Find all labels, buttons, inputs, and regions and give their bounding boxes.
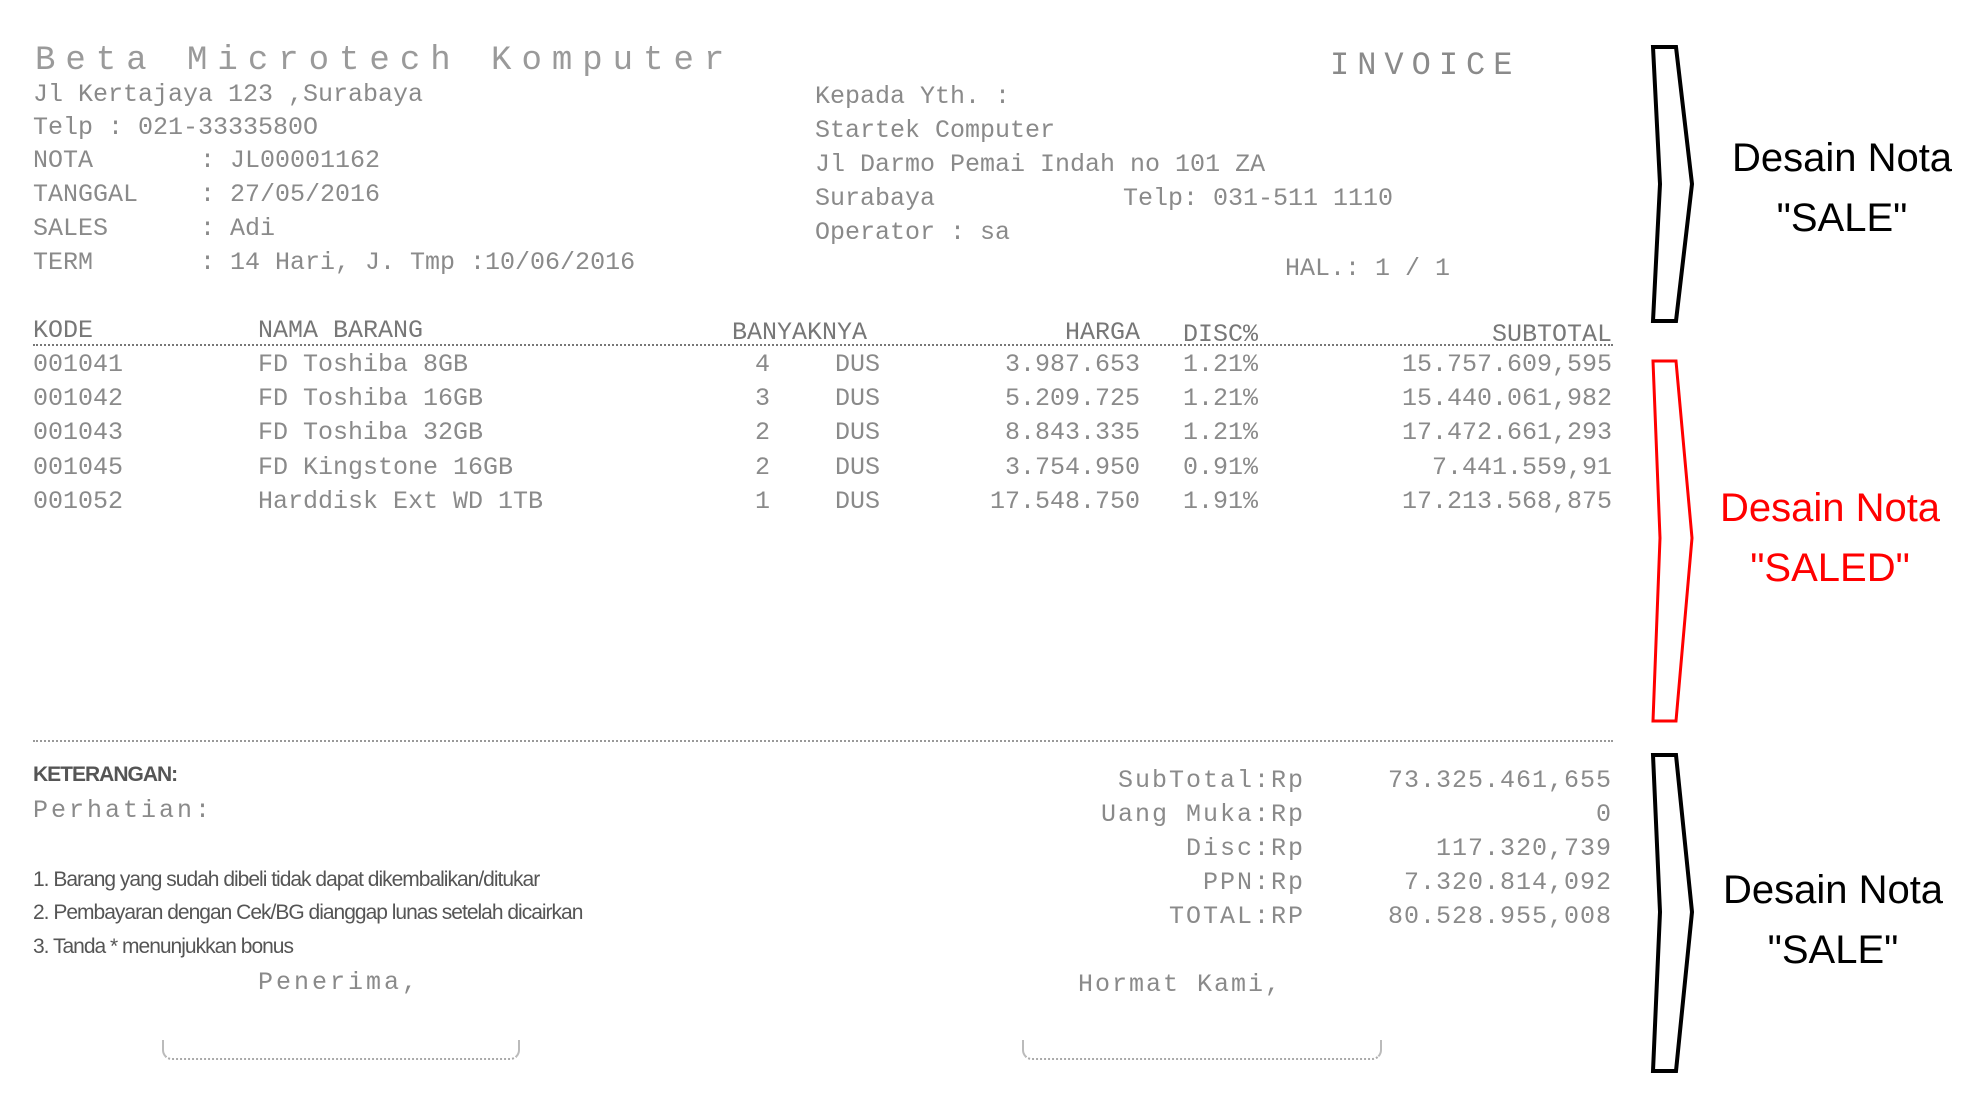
row-kode: 001052 — [33, 487, 124, 516]
info-value: : 27/05/2016 — [200, 180, 381, 209]
total-value: 0 — [1595, 800, 1612, 829]
row-qty: 2 — [754, 453, 770, 482]
info-label: TERM — [33, 248, 94, 277]
recipient-address: Jl Darmo Pemai Indah no 101 ZA — [815, 150, 1266, 179]
row-qty: 4 — [754, 350, 770, 379]
row-kode: 001041 — [33, 350, 124, 379]
total-label: SubTotal:Rp — [1117, 766, 1305, 795]
total-label: PPN:Rp — [1202, 868, 1305, 897]
total-value: 80.528.955,008 — [1387, 902, 1612, 931]
row-subtotal: 15.440.061,982 — [1401, 384, 1612, 413]
header-divider — [33, 344, 1613, 346]
company-address: Jl Kertajaya 123 ,Surabaya — [33, 80, 424, 109]
row-nama: Harddisk Ext WD 1TB — [258, 487, 544, 516]
col-header-nama: NAMA BARANG — [258, 316, 424, 345]
row-disc: 1.91% — [1183, 487, 1259, 516]
annotation-line2: "SALED" — [1750, 546, 1910, 590]
row-unit: DUS — [835, 384, 881, 413]
row-harga: 8.843.335 — [1004, 418, 1140, 447]
bracket-icon — [1650, 753, 1695, 1073]
row-harga: 5.209.725 — [1004, 384, 1140, 413]
page-number: HAL.: 1 / 1 — [1285, 254, 1451, 283]
row-nama: FD Toshiba 32GB — [258, 418, 484, 447]
row-subtotal: 17.213.568,875 — [1401, 487, 1612, 516]
col-header-subtotal: SUBTOTAL — [1491, 320, 1612, 349]
note-item: 3. Tanda * menunjukkan bonus — [33, 935, 294, 958]
sender-signature-line — [1022, 1040, 1382, 1060]
row-harga: 3.987.653 — [1004, 350, 1140, 379]
operator: Operator : sa — [815, 218, 1011, 247]
row-nama: FD Toshiba 8GB — [258, 350, 469, 379]
receiver-signature-line — [162, 1040, 520, 1060]
row-harga: 17.548.750 — [989, 487, 1140, 516]
perhatian-label: Perhatian: — [33, 796, 214, 825]
total-label: TOTAL:RP — [1168, 902, 1305, 931]
recipient-phone: Telp: 031-511 1110 — [1123, 184, 1394, 213]
annotation-line1: Desain Nota — [1731, 136, 1953, 180]
recipient-heading: Kepada Yth. : — [815, 82, 1011, 111]
annotation-label-top: Desain Nota "SALE" — [1712, 128, 1972, 248]
company-name: Beta Microtech Komputer — [35, 42, 735, 80]
row-unit: DUS — [835, 487, 881, 516]
row-nama: FD Toshiba 16GB — [258, 384, 484, 413]
company-phone: Telp : 021-3333580O — [33, 113, 319, 142]
annotation-line1: Desain Nota — [1719, 486, 1941, 530]
bracket-icon — [1651, 359, 1694, 723]
col-header-disc: DISC% — [1183, 320, 1259, 349]
row-unit: DUS — [835, 453, 881, 482]
sender-label: Hormat Kami, — [1078, 970, 1283, 999]
col-header-banyaknya: BANYAKNYA — [732, 318, 868, 347]
annotation-line1: Desain Nota — [1722, 868, 1944, 912]
total-value: 117.320,739 — [1435, 834, 1612, 863]
row-unit: DUS — [835, 418, 881, 447]
info-value: : Adi — [200, 214, 276, 243]
info-value: : 14 Hari, J. Tmp :10/06/2016 — [200, 248, 636, 277]
row-kode: 001042 — [33, 384, 124, 413]
total-value: 7.320.814,092 — [1403, 868, 1612, 897]
row-disc: 1.21% — [1183, 418, 1259, 447]
recipient-name: Startek Computer — [815, 116, 1056, 145]
annotation-line2: "SALE" — [1776, 196, 1908, 240]
row-subtotal: 15.757.609,595 — [1401, 350, 1612, 379]
row-harga: 3.754.950 — [1004, 453, 1140, 482]
annotation-label-bottom: Desain Nota "SALE" — [1703, 860, 1963, 980]
receiver-label: Penerima, — [258, 968, 421, 997]
row-subtotal: 17.472.661,293 — [1401, 418, 1612, 447]
row-qty: 3 — [754, 384, 770, 413]
row-disc: 0.91% — [1183, 453, 1259, 482]
total-label: Disc:Rp — [1185, 834, 1305, 863]
total-label: Uang Muka:Rp — [1100, 800, 1305, 829]
col-header-harga: HARGA — [1064, 318, 1140, 347]
row-unit: DUS — [835, 350, 881, 379]
document-title: INVOICE — [1330, 47, 1521, 84]
total-value: 73.325.461,655 — [1387, 766, 1612, 795]
row-kode: 001045 — [33, 453, 124, 482]
row-disc: 1.21% — [1183, 384, 1259, 413]
info-label: SALES — [33, 214, 109, 243]
col-header-kode: KODE — [33, 316, 94, 345]
row-qty: 1 — [754, 487, 770, 516]
info-label: NOTA — [33, 146, 94, 175]
annotation-line2: "SALE" — [1767, 928, 1899, 972]
row-nama: FD Kingstone 16GB — [258, 453, 514, 482]
row-subtotal: 7.441.559,91 — [1431, 453, 1612, 482]
annotation-label-middle: Desain Nota "SALED" — [1700, 478, 1960, 598]
note-item: 2. Pembayaran dengan Cek/BG dianggap lun… — [33, 901, 583, 924]
recipient-city: Surabaya — [815, 184, 936, 213]
info-value: : JL00001162 — [200, 146, 381, 175]
bracket-icon — [1650, 45, 1695, 323]
keterangan-label: KETERANGAN: — [33, 763, 178, 786]
row-qty: 2 — [754, 418, 770, 447]
footer-divider — [33, 740, 1613, 742]
row-disc: 1.21% — [1183, 350, 1259, 379]
row-kode: 001043 — [33, 418, 124, 447]
info-label: TANGGAL — [33, 180, 139, 209]
note-item: 1. Barang yang sudah dibeli tidak dapat … — [33, 868, 540, 891]
